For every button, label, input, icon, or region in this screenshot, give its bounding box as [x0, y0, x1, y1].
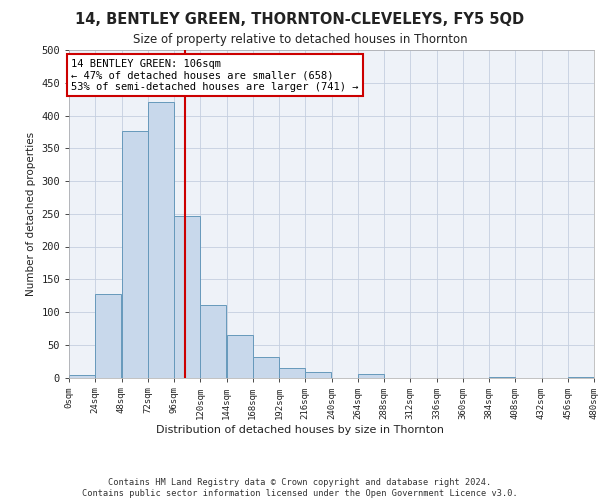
- Bar: [200, 306, 226, 378]
- Bar: [568, 377, 594, 378]
- Text: Distribution of detached houses by size in Thornton: Distribution of detached houses by size …: [156, 425, 444, 435]
- Text: Size of property relative to detached houses in Thornton: Size of property relative to detached ho…: [133, 32, 467, 46]
- Bar: [489, 377, 515, 378]
- Bar: [305, 372, 331, 378]
- Bar: [148, 102, 174, 378]
- Text: 14, BENTLEY GREEN, THORNTON-CLEVELEYS, FY5 5QD: 14, BENTLEY GREEN, THORNTON-CLEVELEYS, F…: [76, 12, 524, 28]
- Y-axis label: Number of detached properties: Number of detached properties: [26, 132, 35, 296]
- Text: 14 BENTLEY GREEN: 106sqm
← 47% of detached houses are smaller (658)
53% of semi-: 14 BENTLEY GREEN: 106sqm ← 47% of detach…: [71, 58, 359, 92]
- Bar: [358, 374, 384, 378]
- Text: Contains HM Land Registry data © Crown copyright and database right 2024.
Contai: Contains HM Land Registry data © Crown c…: [82, 478, 518, 498]
- Bar: [95, 294, 121, 378]
- Bar: [253, 357, 279, 378]
- Bar: [279, 368, 305, 378]
- Bar: [122, 130, 148, 378]
- Bar: [174, 216, 200, 378]
- Bar: [69, 375, 95, 378]
- Bar: [227, 335, 253, 378]
